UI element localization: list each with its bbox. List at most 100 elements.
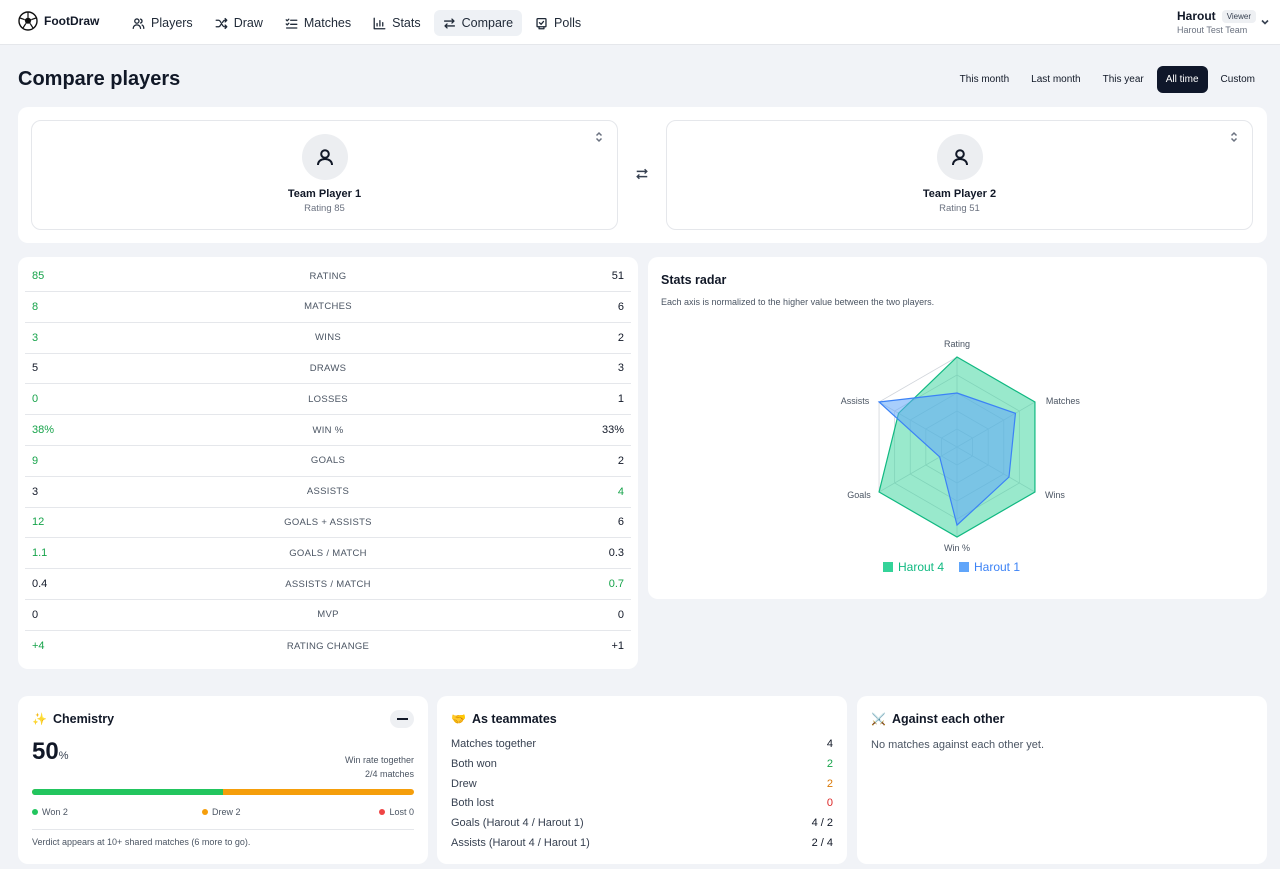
teammate-stat-label: Drew — [451, 777, 477, 790]
avatar — [301, 134, 348, 180]
teammates-title: 🤝 As teammates — [451, 712, 557, 726]
stat-row: 1.1 GOALS / MATCH 0.3 — [25, 538, 631, 570]
lost-dot — [379, 809, 386, 815]
teammate-stat-value: 0 — [826, 797, 833, 810]
stat-left-value: 3 — [32, 331, 39, 344]
stat-row: +4 RATING CHANGE +1 — [25, 631, 631, 662]
stat-left-value: 12 — [32, 516, 45, 529]
users-icon — [132, 17, 145, 29]
against-title: ⚔️ Against each other — [871, 712, 1004, 726]
range-last-month[interactable]: Last month — [1031, 74, 1081, 85]
bar-chart-icon — [373, 17, 386, 29]
collapse-button[interactable] — [390, 710, 414, 728]
crossed-swords-icon: ⚔️ — [871, 712, 886, 726]
legend-label: Harout 1 — [974, 560, 1020, 574]
teammate-stat-value: 2 — [826, 757, 833, 770]
stat-right-value: 3 — [617, 362, 624, 375]
handshake-icon: 🤝 — [451, 712, 466, 726]
legend-lost: Lost 0 — [379, 807, 414, 817]
stat-row: 3 WINS 2 — [25, 323, 631, 354]
radar-chart: Rating Matches Wins Win % Goals Assists Harout… — [841, 339, 1081, 574]
stats-radar-card: Stats radar Each axis is normalized to t… — [648, 257, 1267, 599]
chemistry-bar — [32, 789, 414, 795]
stat-row: 9 GOALS 2 — [25, 446, 631, 477]
win-rate-label: Win rate together — [344, 755, 414, 765]
stat-right-value: 33% — [601, 424, 624, 436]
stat-right-value: 1 — [617, 393, 624, 406]
range-custom[interactable]: Custom — [1220, 74, 1255, 85]
radar-axis-label: Matches — [1046, 396, 1081, 406]
stat-label: ASSISTS — [306, 486, 350, 498]
stat-row: 8 MATCHES 6 — [25, 292, 631, 323]
radar-axis-label: Goals — [847, 490, 871, 500]
app-logo[interactable]: FootDraw — [18, 11, 99, 31]
teammate-stat-label: Both lost — [451, 797, 494, 810]
chemistry-bar-won — [32, 789, 223, 795]
nav-draw[interactable]: Draw — [206, 10, 272, 36]
stat-left-value: 0 — [32, 608, 39, 621]
teammate-stat-label: Both won — [451, 757, 497, 770]
player-1-name: Team Player 1 — [287, 188, 362, 200]
teammate-stat-row: Assists (Harout 4 / Harout 1) 2 / 4 — [451, 837, 833, 849]
chevron-down-icon — [1261, 19, 1269, 25]
user-icon — [951, 149, 968, 166]
stat-right-value: 4 — [617, 485, 624, 498]
stat-right-value: 6 — [617, 516, 624, 529]
stat-left-value: 0.4 — [32, 578, 48, 590]
chevrons-up-down-icon — [1230, 131, 1238, 143]
teammates-title-text: As teammates — [471, 712, 557, 726]
radar-axis-label: Win % — [944, 543, 970, 553]
stat-left-value: 85 — [32, 270, 45, 282]
stat-left-value: +4 — [32, 640, 45, 653]
range-all-time[interactable]: All time — [1156, 66, 1208, 93]
avatar — [936, 134, 983, 180]
stat-row: 0 LOSSES 1 — [25, 384, 631, 416]
against-card: ⚔️ Against each other No matches against… — [857, 696, 1267, 864]
against-empty-message: No matches against each other yet. — [871, 739, 1045, 751]
player-2-name: Team Player 2 — [922, 188, 997, 200]
legend-swatch — [883, 562, 893, 572]
range-this-year[interactable]: This year — [1102, 74, 1144, 85]
stat-row: 85 RATING 51 — [25, 261, 631, 292]
won-label: Won 2 — [42, 807, 68, 817]
stat-label: DRAWS — [309, 362, 347, 374]
drew-label: Drew 2 — [212, 807, 241, 817]
nav-matches-label: Matches — [303, 16, 352, 30]
legend-won: Won 2 — [32, 807, 68, 817]
stat-label: RATING CHANGE — [286, 640, 370, 652]
win-rate-value: 2/4 matches — [364, 769, 414, 779]
nav-players[interactable]: Players — [123, 10, 202, 36]
user-name: Harout — [1177, 9, 1216, 23]
nav-draw-label: Draw — [233, 16, 263, 30]
chevrons-up-down-icon — [595, 131, 603, 143]
player-2-select[interactable]: Team Player 2 Rating 51 — [666, 120, 1253, 230]
user-menu[interactable]: Harout Viewer Harout Test Team — [1177, 9, 1269, 35]
stat-row: 3 ASSISTS 4 — [25, 477, 631, 508]
nav-compare[interactable]: Compare — [433, 10, 523, 36]
role-badge: Viewer — [1221, 9, 1256, 23]
teammate-stat-value: 2 — [826, 777, 833, 790]
list-icon — [285, 18, 298, 29]
teammate-stat-row: Drew 2 — [451, 778, 833, 790]
nav-polls[interactable]: Polls — [526, 10, 590, 36]
teammate-stat-label: Matches together — [451, 738, 536, 750]
app-name: FootDraw — [44, 14, 100, 28]
swap-players-icon[interactable] — [635, 167, 649, 181]
stat-label: LOSSES — [308, 393, 348, 405]
radar-axis-label: Wins — [1045, 490, 1065, 500]
stat-row: 0.4 ASSISTS / MATCH 0.7 — [25, 569, 631, 600]
nav-stats[interactable]: Stats — [364, 10, 430, 36]
stat-label: MATCHES — [304, 301, 352, 313]
chemistry-percent-value: 50 — [32, 738, 59, 765]
stat-left-value: 38% — [32, 424, 55, 436]
against-title-text: Against each other — [891, 712, 1005, 726]
top-navigation-bar: FootDraw Players Draw Matches Stats Comp… — [0, 0, 1280, 45]
stat-row: 0 MVP 0 — [25, 600, 631, 631]
divider — [32, 829, 414, 830]
player-1-select[interactable]: Team Player 1 Rating 85 — [31, 120, 618, 230]
chemistry-title-text: Chemistry — [52, 712, 115, 726]
range-this-month[interactable]: This month — [959, 74, 1010, 85]
legend-drew: Drew 2 — [202, 807, 241, 817]
nav-matches[interactable]: Matches — [276, 10, 360, 36]
stat-right-value: 0 — [617, 608, 624, 621]
